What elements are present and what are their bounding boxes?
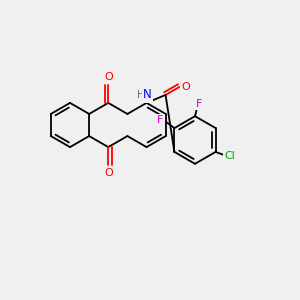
Text: F: F: [196, 99, 202, 109]
Text: O: O: [104, 168, 113, 178]
Text: F: F: [157, 115, 164, 125]
Text: Cl: Cl: [224, 151, 235, 161]
Text: N: N: [143, 88, 152, 101]
Text: O: O: [104, 72, 113, 82]
Text: H: H: [137, 90, 144, 100]
Text: O: O: [181, 82, 190, 92]
